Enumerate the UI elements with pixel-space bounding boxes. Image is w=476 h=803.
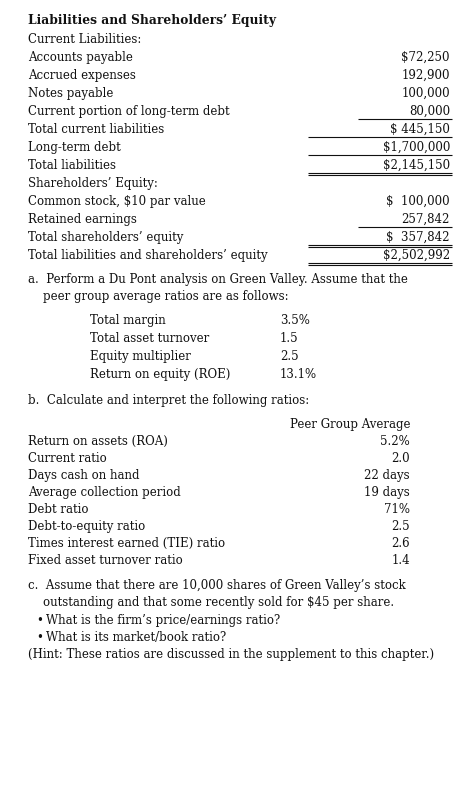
Text: 22 days: 22 days bbox=[364, 468, 410, 482]
Text: Fixed asset turnover ratio: Fixed asset turnover ratio bbox=[28, 553, 183, 566]
Text: 2.5: 2.5 bbox=[280, 349, 298, 362]
Text: b.  Calculate and interpret the following ratios:: b. Calculate and interpret the following… bbox=[28, 393, 309, 406]
Text: Liabilities and Shareholders’ Equity: Liabilities and Shareholders’ Equity bbox=[28, 14, 276, 27]
Text: Peer Group Average: Peer Group Average bbox=[289, 418, 410, 430]
Text: Debt-to-equity ratio: Debt-to-equity ratio bbox=[28, 520, 145, 532]
Text: 13.1%: 13.1% bbox=[280, 368, 317, 381]
Text: 80,000: 80,000 bbox=[409, 105, 450, 118]
Text: Current Liabilities:: Current Liabilities: bbox=[28, 33, 141, 46]
Text: (Hint: These ratios are discussed in the supplement to this chapter.): (Hint: These ratios are discussed in the… bbox=[28, 647, 434, 660]
Text: 5.2%: 5.2% bbox=[380, 434, 410, 447]
Text: Return on equity (ROE): Return on equity (ROE) bbox=[90, 368, 230, 381]
Text: a.  Perform a Du Pont analysis on Green Valley. Assume that the: a. Perform a Du Pont analysis on Green V… bbox=[28, 273, 408, 286]
Text: Common stock, $10 par value: Common stock, $10 par value bbox=[28, 195, 206, 208]
Text: outstanding and that some recently sold for $45 per share.: outstanding and that some recently sold … bbox=[28, 595, 394, 608]
Text: $  357,842: $ 357,842 bbox=[387, 230, 450, 243]
Text: Notes payable: Notes payable bbox=[28, 87, 113, 100]
Text: $2,502,992: $2,502,992 bbox=[383, 249, 450, 262]
Text: 2.0: 2.0 bbox=[391, 451, 410, 464]
Text: Current portion of long-term debt: Current portion of long-term debt bbox=[28, 105, 229, 118]
Text: •: • bbox=[36, 613, 43, 626]
Text: Total liabilities: Total liabilities bbox=[28, 159, 116, 172]
Text: Total liabilities and shareholders’ equity: Total liabilities and shareholders’ equi… bbox=[28, 249, 268, 262]
Text: c.  Assume that there are 10,000 shares of Green Valley’s stock: c. Assume that there are 10,000 shares o… bbox=[28, 578, 406, 591]
Text: 1.5: 1.5 bbox=[280, 332, 298, 344]
Text: 257,842: 257,842 bbox=[402, 213, 450, 226]
Text: Accounts payable: Accounts payable bbox=[28, 51, 133, 64]
Text: Days cash on hand: Days cash on hand bbox=[28, 468, 139, 482]
Text: Average collection period: Average collection period bbox=[28, 485, 181, 499]
Text: What is its market/book ratio?: What is its market/book ratio? bbox=[46, 630, 226, 643]
Text: 192,900: 192,900 bbox=[401, 69, 450, 82]
Text: $1,700,000: $1,700,000 bbox=[383, 141, 450, 154]
Text: 1.4: 1.4 bbox=[391, 553, 410, 566]
Text: Shareholders’ Equity:: Shareholders’ Equity: bbox=[28, 177, 158, 190]
Text: 2.6: 2.6 bbox=[391, 536, 410, 549]
Text: 2.5: 2.5 bbox=[391, 520, 410, 532]
Text: Debt ratio: Debt ratio bbox=[28, 503, 89, 516]
Text: Total current liabilities: Total current liabilities bbox=[28, 123, 164, 136]
Text: Total asset turnover: Total asset turnover bbox=[90, 332, 209, 344]
Text: Long-term debt: Long-term debt bbox=[28, 141, 121, 154]
Text: 3.5%: 3.5% bbox=[280, 314, 310, 327]
Text: Equity multiplier: Equity multiplier bbox=[90, 349, 191, 362]
Text: 100,000: 100,000 bbox=[401, 87, 450, 100]
Text: Total shareholders’ equity: Total shareholders’ equity bbox=[28, 230, 183, 243]
Text: Accrued expenses: Accrued expenses bbox=[28, 69, 136, 82]
Text: peer group average ratios are as follows:: peer group average ratios are as follows… bbox=[28, 290, 288, 303]
Text: $2,145,150: $2,145,150 bbox=[383, 159, 450, 172]
Text: $  100,000: $ 100,000 bbox=[387, 195, 450, 208]
Text: 19 days: 19 days bbox=[364, 485, 410, 499]
Text: What is the firm’s price/earnings ratio?: What is the firm’s price/earnings ratio? bbox=[46, 613, 280, 626]
Text: •: • bbox=[36, 630, 43, 643]
Text: $72,250: $72,250 bbox=[401, 51, 450, 64]
Text: Times interest earned (TIE) ratio: Times interest earned (TIE) ratio bbox=[28, 536, 225, 549]
Text: Current ratio: Current ratio bbox=[28, 451, 107, 464]
Text: Total margin: Total margin bbox=[90, 314, 166, 327]
Text: 71%: 71% bbox=[384, 503, 410, 516]
Text: $ 445,150: $ 445,150 bbox=[390, 123, 450, 136]
Text: Return on assets (ROA): Return on assets (ROA) bbox=[28, 434, 168, 447]
Text: Retained earnings: Retained earnings bbox=[28, 213, 137, 226]
